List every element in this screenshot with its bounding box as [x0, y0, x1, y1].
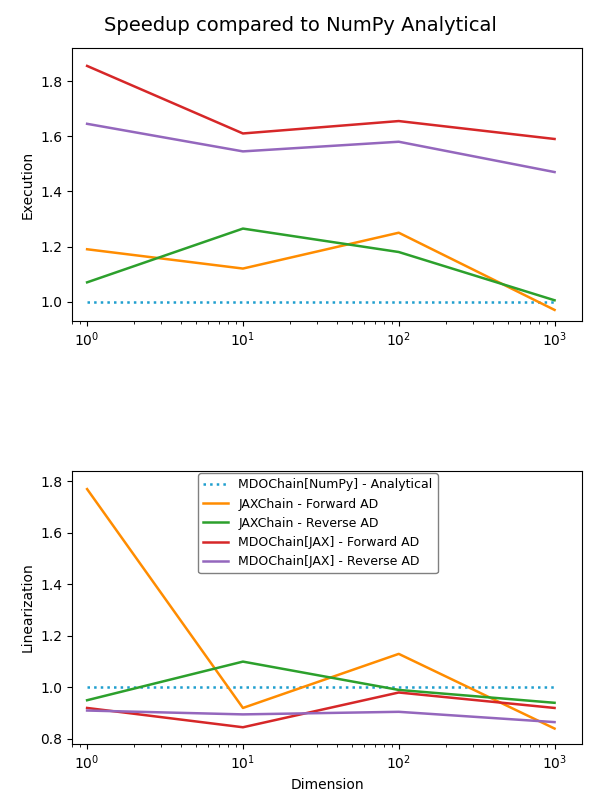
MDOChain[JAX] - Reverse AD: [395, 137, 403, 146]
MDOChain[JAX] - Forward AD: [83, 61, 91, 70]
MDOChain[JAX] - Forward AD: [239, 129, 247, 138]
JAXChain - Forward AD: [83, 245, 91, 254]
MDOChain[NumPy] - Analytical: [395, 297, 403, 306]
MDOChain[JAX] - Forward AD: [395, 116, 403, 126]
JAXChain - Forward AD: [239, 264, 247, 274]
JAXChain - Forward AD: [395, 228, 403, 238]
Line: JAXChain - Reverse AD: JAXChain - Reverse AD: [87, 229, 554, 300]
JAXChain - Reverse AD: [551, 295, 558, 305]
MDOChain[JAX] - Forward AD: [551, 134, 558, 144]
MDOChain[JAX] - Reverse AD: [551, 167, 558, 177]
MDOChain[JAX] - Reverse AD: [239, 146, 247, 156]
JAXChain - Reverse AD: [83, 278, 91, 287]
JAXChain - Reverse AD: [395, 247, 403, 257]
Legend: MDOChain[NumPy] - Analytical, JAXChain - Forward AD, JAXChain - Reverse AD, MDOC: MDOChain[NumPy] - Analytical, JAXChain -…: [198, 474, 437, 574]
Text: Speedup compared to NumPy Analytical: Speedup compared to NumPy Analytical: [104, 16, 496, 35]
Y-axis label: Execution: Execution: [20, 150, 35, 218]
MDOChain[JAX] - Reverse AD: [83, 119, 91, 129]
JAXChain - Reverse AD: [239, 224, 247, 234]
Line: JAXChain - Forward AD: JAXChain - Forward AD: [87, 233, 554, 310]
Line: MDOChain[JAX] - Reverse AD: MDOChain[JAX] - Reverse AD: [87, 124, 554, 172]
Line: MDOChain[JAX] - Forward AD: MDOChain[JAX] - Forward AD: [87, 66, 554, 139]
X-axis label: Dimension: Dimension: [290, 778, 364, 792]
MDOChain[NumPy] - Analytical: [83, 297, 91, 306]
MDOChain[NumPy] - Analytical: [239, 297, 247, 306]
JAXChain - Forward AD: [551, 305, 558, 314]
MDOChain[NumPy] - Analytical: [551, 297, 558, 306]
Y-axis label: Linearization: Linearization: [20, 562, 35, 653]
